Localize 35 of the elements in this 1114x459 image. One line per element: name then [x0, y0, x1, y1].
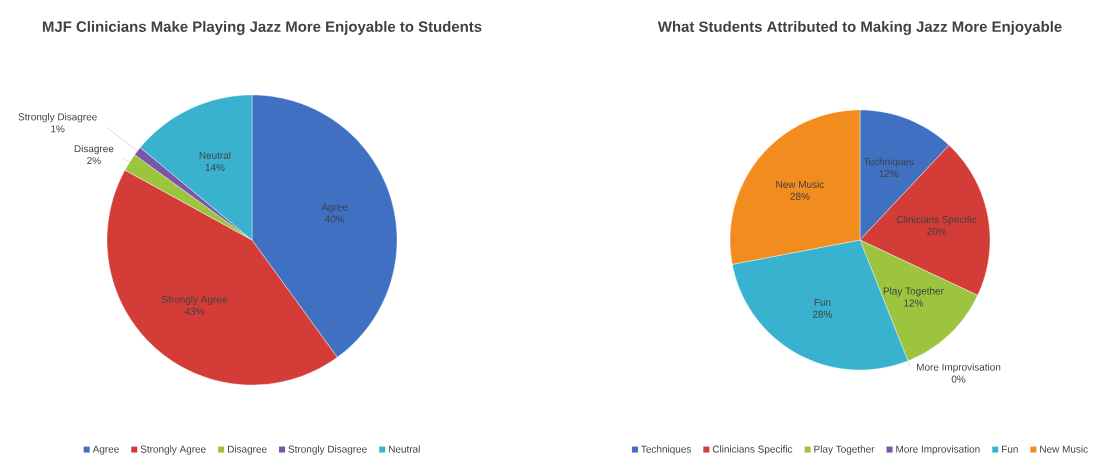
- category-label: More Improvisation: [896, 445, 980, 455]
- data-label: 43%: [184, 307, 205, 315]
- legend-label: New Music: [1040, 445, 1088, 453]
- slice-label: Neutral: [199, 151, 231, 159]
- data-label: 12%: [879, 170, 899, 178]
- chart-title: MJF Clinicians Make Playing Jazz More Enjoyable to Students: [42, 20, 482, 35]
- data-label: 28%: [812, 310, 833, 318]
- legend-label: Neutral: [389, 445, 420, 453]
- legend-label: Disagree: [227, 445, 267, 455]
- legend-label: Fun: [1002, 445, 1018, 453]
- slice-label: Strongly Disagree: [18, 113, 97, 123]
- text: 0%: [951, 375, 966, 383]
- chart-title: What Students Attributed to Making Jazz More Enjoyable: [657, 20, 1062, 35]
- data-label: 2%: [87, 157, 101, 165]
- legend-label: Techniques: [641, 445, 691, 455]
- data-label: 28%: [790, 192, 810, 200]
- legend-label: Play Together: [814, 445, 875, 455]
- slice-label: Play Together: [883, 287, 944, 297]
- legend-label: More Improvisation: [916, 363, 1001, 373]
- data-label: 40%: [325, 215, 345, 223]
- slice-label: Disagree: [74, 144, 114, 155]
- slice-label: Fun: [814, 298, 831, 306]
- legend-label: Agree: [92, 445, 119, 455]
- slice-label: New Music: [776, 180, 824, 188]
- data-label: 14%: [205, 163, 225, 171]
- data-label: 1%: [51, 125, 65, 133]
- data-label: 20%: [927, 227, 947, 235]
- slice-label: Strongly Agree: [161, 295, 227, 305]
- slice-label: Techniques: [863, 157, 914, 168]
- slice-label: Agree: [321, 203, 348, 213]
- legend-label: Strongly Disagree: [288, 445, 367, 455]
- slice-label: Clinicians Specific: [896, 215, 977, 226]
- legend-label: Strongly Agree: [140, 445, 206, 455]
- data-label: 12%: [904, 299, 924, 307]
- legend-label: Clinicians Specific: [712, 445, 793, 455]
